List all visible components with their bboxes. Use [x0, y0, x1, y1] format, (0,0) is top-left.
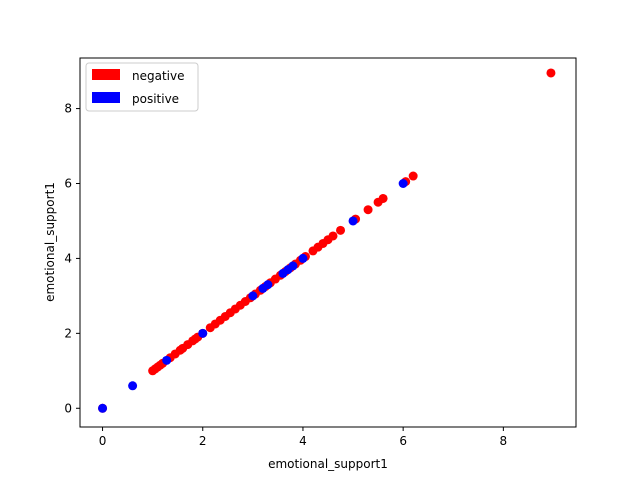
data-points	[98, 68, 556, 413]
y-tick-label-6: 6	[64, 176, 72, 190]
axis-ticks: 0 2 4 6 8 0 2 4 6 8	[64, 102, 507, 448]
legend-swatch-positive	[92, 92, 120, 103]
y-tick-label-0: 0	[64, 401, 72, 415]
y-tick-label-4: 4	[64, 251, 72, 265]
legend-label-negative: negative	[132, 69, 184, 83]
x-axis-label: emotional_support1	[268, 457, 388, 471]
point-negative-42	[363, 205, 373, 215]
point-positive-9	[288, 261, 298, 271]
x-tick-label-8: 8	[500, 434, 508, 448]
x-tick-label-4: 4	[299, 434, 307, 448]
point-negative-46	[408, 171, 418, 181]
legend-swatch-negative	[92, 69, 120, 80]
point-negative-39	[328, 231, 338, 241]
point-positive-6	[263, 280, 273, 290]
point-negative-47	[546, 68, 556, 78]
point-positive-1	[128, 381, 138, 391]
point-positive-10	[298, 253, 308, 263]
y-axis-label: emotional_support1	[43, 182, 57, 302]
x-tick-label-0: 0	[99, 434, 107, 448]
x-tick-label-6: 6	[399, 434, 407, 448]
y-tick-label-2: 2	[64, 326, 72, 340]
plot-frame	[79, 57, 577, 428]
point-positive-0	[98, 403, 108, 413]
legend: negative positive	[85, 62, 199, 112]
legend-label-positive: positive	[132, 92, 179, 106]
point-positive-3	[198, 328, 208, 338]
point-positive-2	[162, 355, 172, 365]
point-negative-40	[336, 225, 346, 235]
point-positive-4	[248, 291, 258, 301]
x-tick-label-2: 2	[199, 434, 207, 448]
point-positive-12	[398, 179, 408, 188]
point-positive-11	[348, 216, 358, 226]
point-negative-44	[378, 193, 388, 203]
y-tick-label-8: 8	[64, 102, 72, 116]
